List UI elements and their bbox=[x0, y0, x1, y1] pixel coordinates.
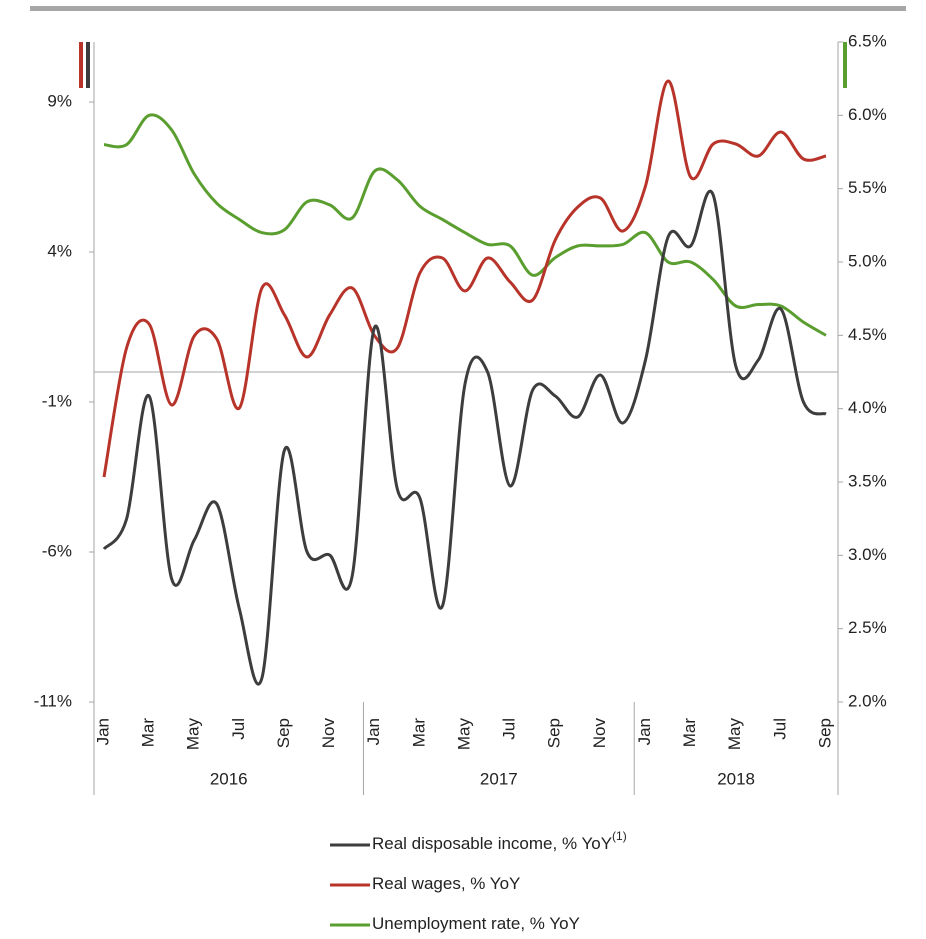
group-label: 2018 bbox=[717, 769, 755, 788]
x-tick-label: Jul bbox=[500, 718, 519, 740]
axis-key-red bbox=[79, 42, 83, 88]
x-tick-label: May bbox=[725, 718, 744, 751]
y-tick-label: -6% bbox=[42, 541, 72, 560]
x-tick-label: Jul bbox=[770, 718, 789, 740]
x-tick-label: Nov bbox=[590, 718, 609, 749]
y2-tick-label: 6.5% bbox=[848, 31, 887, 50]
legend-label: Real wages, % YoY bbox=[372, 874, 520, 893]
x-tick-label: Mar bbox=[680, 718, 699, 748]
y-tick-label: -1% bbox=[42, 391, 72, 410]
y2-tick-label: 4.5% bbox=[848, 325, 887, 344]
series-line bbox=[103, 113, 827, 337]
x-tick-label: May bbox=[184, 718, 203, 751]
legend-text: Real disposable income, % YoY bbox=[372, 834, 612, 853]
x-tick-label: Jan bbox=[635, 718, 654, 745]
x-tick-label: Sep bbox=[274, 718, 293, 748]
x-tick-label: Mar bbox=[409, 718, 428, 748]
y2-tick-label: 3.5% bbox=[848, 471, 887, 490]
x-tick-label: May bbox=[454, 718, 473, 751]
group-label: 2016 bbox=[210, 769, 248, 788]
y2-tick-label: 5.5% bbox=[848, 178, 887, 197]
y2-tick-label: 3.0% bbox=[848, 545, 887, 564]
y2-tick-label: 2.0% bbox=[848, 691, 887, 710]
group-label: 2017 bbox=[480, 769, 518, 788]
series-line bbox=[102, 189, 827, 686]
x-tick-label: Jan bbox=[93, 718, 112, 745]
legend-text: Unemployment rate, % YoY bbox=[372, 914, 580, 933]
legend-label: Real disposable income, % YoY(1) bbox=[372, 829, 627, 853]
y2-tick-label: 4.0% bbox=[848, 398, 887, 417]
x-tick-label: Mar bbox=[139, 718, 158, 748]
x-tick-label: Jul bbox=[229, 718, 248, 740]
legend-text: Real wages, % YoY bbox=[372, 874, 520, 893]
axis-key-green bbox=[843, 42, 847, 88]
x-tick-label: Jan bbox=[364, 718, 383, 745]
legend-label: Unemployment rate, % YoY bbox=[372, 914, 580, 933]
y-tick-label: 9% bbox=[47, 91, 72, 110]
top-rule bbox=[30, 6, 906, 11]
axis-key-dark bbox=[86, 42, 90, 88]
y2-tick-label: 2.5% bbox=[848, 618, 887, 637]
x-tick-label: Sep bbox=[545, 718, 564, 748]
y-tick-label: -11% bbox=[34, 691, 72, 710]
y2-tick-label: 6.0% bbox=[848, 105, 887, 124]
legend-superscript: (1) bbox=[612, 829, 627, 843]
y-tick-label: 4% bbox=[47, 241, 72, 260]
x-tick-label: Nov bbox=[319, 718, 338, 749]
x-tick-label: Sep bbox=[815, 718, 834, 748]
y2-tick-label: 5.0% bbox=[848, 251, 887, 270]
series-line bbox=[102, 79, 827, 478]
